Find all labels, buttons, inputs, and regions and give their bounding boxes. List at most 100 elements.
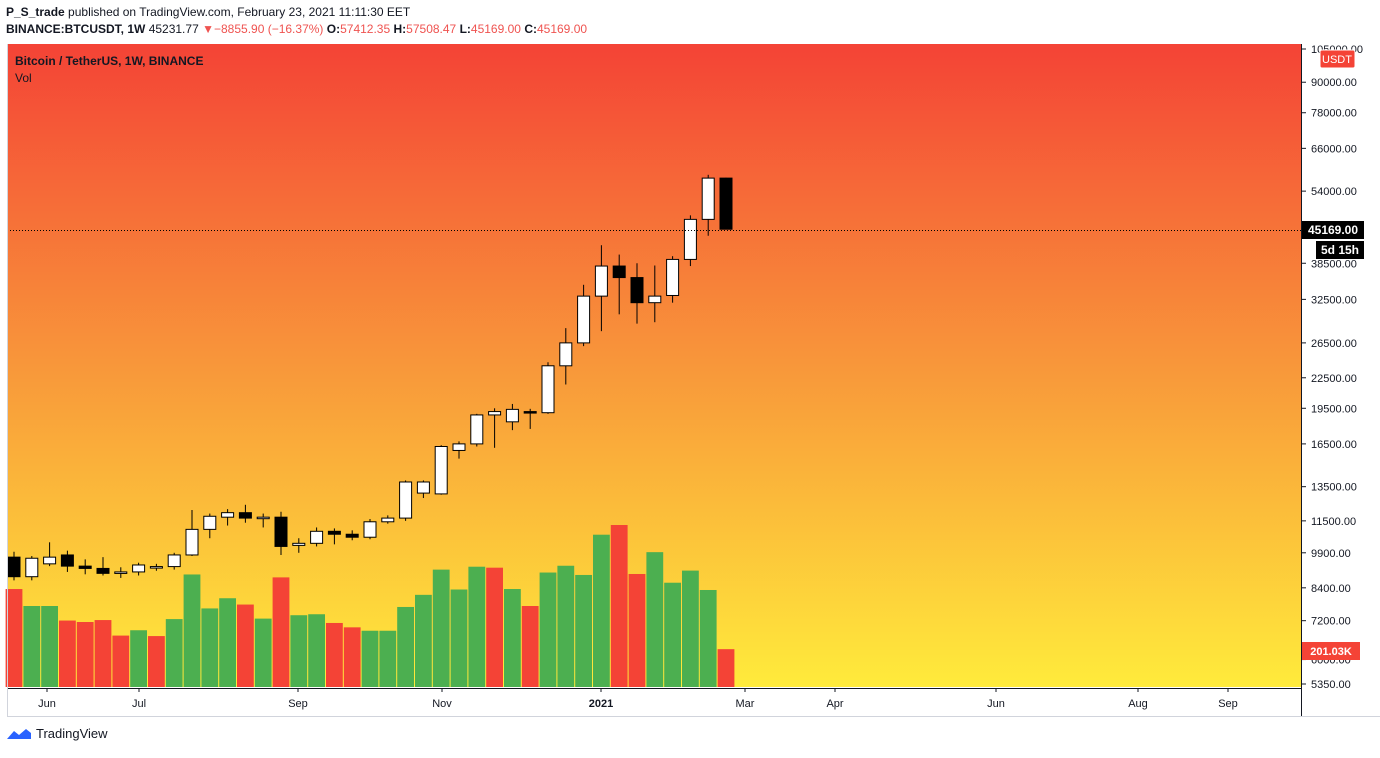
volume-bar	[557, 565, 575, 687]
candle	[612, 254, 626, 315]
candle	[523, 408, 537, 429]
symbol-info-line: BINANCE:BTCUSDT, 1W 45231.77 ▼−8855.90 (…	[6, 22, 587, 36]
time-tick: Mar	[736, 688, 755, 710]
volume-bar	[272, 577, 290, 687]
price-tick: 90000.00	[1301, 77, 1357, 89]
candle	[132, 562, 146, 576]
candle	[274, 511, 288, 555]
time-tick: Sep	[288, 688, 308, 710]
chart-legend-title[interactable]: Bitcoin / TetherUS, 1W, BINANCE	[15, 54, 204, 68]
volume-bar	[575, 574, 592, 687]
volume-bar	[41, 606, 58, 687]
svg-text:Sep: Sep	[288, 698, 308, 710]
price-tick: 8400.00	[1301, 583, 1351, 595]
price-axis[interactable]	[1301, 44, 1380, 689]
volume-label: 201.03K	[1302, 642, 1360, 660]
price-tick: 16500.00	[1301, 439, 1357, 451]
candle	[559, 328, 573, 385]
time-tick: Jun	[987, 688, 1005, 710]
candle	[505, 403, 519, 431]
candle	[434, 445, 448, 495]
svg-text:201.03K: 201.03K	[1310, 646, 1352, 658]
low-label: L:	[459, 22, 471, 36]
price-tick: 9900.00	[1301, 548, 1351, 560]
svg-text:32500.00: 32500.00	[1311, 294, 1357, 306]
candle	[719, 177, 733, 230]
price-tick: 11500.00	[1301, 516, 1356, 528]
volume-legend[interactable]: Vol	[15, 71, 32, 85]
volume-bar	[610, 525, 628, 687]
candle	[630, 263, 644, 324]
volume-bar	[379, 630, 397, 687]
last-price: 45231.77	[148, 22, 199, 36]
candle	[185, 510, 199, 557]
volume-bar	[593, 534, 610, 687]
low-value: 45169.00	[470, 22, 521, 36]
volume-bar	[539, 572, 557, 687]
svg-text:Apr: Apr	[826, 698, 843, 710]
volume-bar	[5, 589, 23, 687]
time-axis[interactable]	[0, 688, 1301, 716]
volume-bar	[343, 627, 361, 687]
close-value: 45169.00	[536, 22, 588, 36]
open-label: O:	[326, 22, 341, 36]
volume-bar	[415, 594, 432, 687]
svg-text:Jul: Jul	[132, 698, 146, 710]
price-tick: 22500.00	[1301, 373, 1357, 385]
volume-bar	[94, 620, 112, 687]
volume-bar	[450, 589, 468, 687]
candle	[96, 557, 110, 576]
volume-bar	[361, 630, 379, 687]
price-tick: 38500.00	[1301, 258, 1357, 270]
countdown-label: 5d 15h	[1316, 241, 1364, 259]
volume-bar	[397, 606, 414, 687]
svg-text:Aug: Aug	[1128, 698, 1148, 710]
candle	[488, 408, 502, 448]
footer-brand[interactable]: TradingView	[6, 726, 108, 741]
publish-info: P_S_trade published on TradingView.com, …	[6, 5, 410, 19]
time-tick: Sep	[1218, 688, 1238, 710]
price-axis-ticks: 105000.0090000.0078000.0066000.0054000.0…	[1301, 44, 1363, 691]
volume-bar	[432, 569, 450, 687]
price-tick: 32500.00	[1301, 294, 1357, 306]
price-tick: 5350.00	[1301, 679, 1351, 691]
svg-text:2021: 2021	[589, 698, 613, 710]
svg-text:5350.00: 5350.00	[1311, 679, 1351, 691]
svg-text:Jun: Jun	[987, 698, 1005, 710]
svg-text:22500.00: 22500.00	[1311, 373, 1357, 385]
volume-bar	[219, 598, 236, 687]
svg-text:13500.00: 13500.00	[1311, 482, 1357, 494]
candle	[363, 519, 377, 540]
time-tick: Nov	[432, 688, 452, 710]
price-tick: 13500.00	[1301, 482, 1357, 494]
candle	[683, 215, 697, 267]
candle	[327, 528, 341, 545]
candle	[666, 256, 680, 303]
price-tick: 7200.00	[1301, 616, 1351, 628]
currency-badge[interactable]: USDT	[1319, 49, 1356, 69]
footer-brand-label: TradingView	[36, 726, 108, 741]
volume-bar	[23, 606, 41, 687]
publisher-name[interactable]: P_S_trade	[6, 5, 65, 19]
candle	[577, 284, 591, 347]
volume-bar	[148, 636, 165, 687]
high-label: H:	[393, 22, 407, 36]
svg-text:9900.00: 9900.00	[1311, 548, 1351, 560]
svg-text:19500.00: 19500.00	[1311, 403, 1357, 415]
svg-text:26500.00: 26500.00	[1311, 338, 1357, 350]
volume-bar	[237, 604, 254, 687]
volume-bar	[521, 606, 539, 687]
candle	[470, 413, 484, 447]
price-tick: 26500.00	[1301, 338, 1357, 350]
time-tick: Apr	[826, 688, 844, 710]
price-change: −8855.90 (−16.37%)	[213, 22, 324, 36]
price-tick: 19500.00	[1301, 403, 1357, 415]
price-tick: 54000.00	[1301, 186, 1357, 198]
volume-bars	[5, 525, 735, 687]
volume-bar	[326, 622, 343, 687]
price-tick: 66000.00	[1301, 143, 1357, 155]
candle	[416, 480, 430, 499]
volume-bar	[183, 574, 201, 687]
